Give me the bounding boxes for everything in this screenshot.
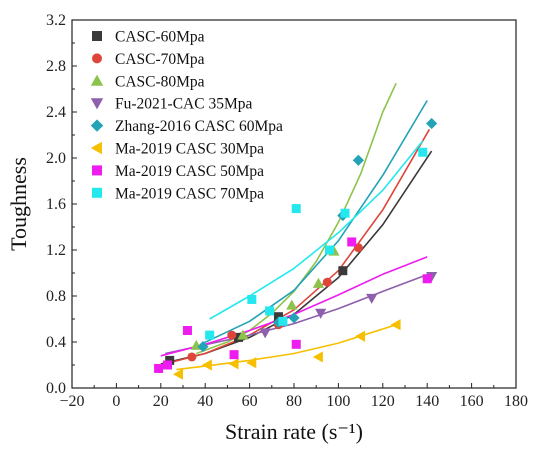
data-point: [234, 332, 243, 342]
data-point: [422, 274, 432, 284]
legend-marker: [90, 98, 104, 110]
y-tick-label: 2.4: [46, 104, 66, 121]
data-point: [418, 147, 428, 157]
data-point: [312, 277, 324, 288]
y-tick-label: 2.8: [46, 58, 66, 75]
y-tick-label: 0.8: [46, 288, 66, 305]
data-point: [227, 330, 237, 340]
legend-label: Ma-2019 CASC 30Mpa: [115, 141, 264, 158]
data-point: [201, 359, 212, 371]
data-point: [278, 316, 288, 326]
legend-marker: [90, 74, 104, 86]
x-tick-label: 40: [197, 393, 213, 410]
legend-label: CASC-80Mpa: [115, 73, 205, 90]
data-point: [182, 326, 192, 335]
data-point: [315, 308, 327, 319]
data-point: [197, 341, 209, 353]
data-point: [288, 312, 300, 324]
x-tick-label: 140: [415, 393, 439, 410]
fit-curve: [160, 128, 431, 366]
legend-label: Ma-2019 CASC 70Mpa: [115, 185, 264, 202]
legend-label: Ma-2019 CASC 50Mpa: [115, 163, 264, 180]
x-tick-label: 20: [153, 393, 169, 410]
data-point: [228, 358, 239, 370]
legend-label: Zhang-2016 CASC 60Mpa: [115, 118, 283, 135]
data-point: [291, 339, 301, 349]
legend-label: CASC-70Mpa: [115, 51, 205, 68]
x-tick-label: 0: [112, 393, 120, 410]
data-point: [265, 306, 275, 316]
x-axis-title: Strain rate (s⁻¹): [225, 419, 363, 444]
legend-marker: [90, 141, 102, 155]
y-tick-label: 0.4: [46, 334, 66, 351]
data-point: [291, 204, 301, 214]
legend: CASC-60Mpa CASC-70Mpa CASC-80Mpa Fu-2021-CA…: [90, 29, 283, 202]
data-point: [338, 266, 348, 276]
data-point: [247, 294, 257, 304]
legend-marker: [90, 119, 104, 132]
data-point: [340, 208, 350, 218]
data-point: [154, 363, 164, 373]
x-tick-label: −20: [59, 393, 84, 410]
y-axis-title: Toughness: [6, 157, 31, 251]
y-tick-label: 1.2: [46, 242, 66, 259]
data-point: [187, 352, 197, 362]
data-point: [312, 351, 323, 363]
x-tick-label: 120: [371, 393, 395, 410]
legend-label: CASC-60Mpa: [115, 29, 205, 46]
data-point: [426, 117, 438, 130]
x-tick-label: 100: [326, 393, 350, 410]
data-point: [162, 360, 172, 370]
legend-marker: [92, 31, 102, 41]
x-tick-label: 60: [242, 393, 258, 410]
data-point: [246, 357, 257, 369]
fit-curve: [209, 140, 424, 320]
fit-curve: [160, 150, 433, 365]
data-point: [205, 330, 215, 340]
legend-marker: [92, 165, 102, 176]
x-tick-label: 160: [460, 393, 484, 410]
data-point: [229, 350, 239, 360]
data-point: [273, 312, 283, 322]
data-point: [286, 299, 298, 310]
data-point: [347, 237, 357, 247]
axis-ticks: −20 0 20 40 60 80 100 120 140 160 180 0.0 0.4 0.8 1.2 1…: [46, 12, 528, 410]
data-point: [355, 330, 366, 342]
fit-curve: [200, 100, 428, 346]
y-tick-label: 3.2: [46, 12, 66, 29]
data-points: [154, 117, 438, 380]
data-point: [165, 355, 175, 365]
y-tick-label: 2.0: [46, 150, 66, 167]
legend-label: Fu-2021-CAC 35Mpa: [115, 96, 252, 113]
x-tick-label: 80: [286, 393, 302, 410]
legend-marker: [92, 187, 102, 198]
data-point: [259, 328, 271, 339]
y-tick-label: 1.6: [46, 196, 66, 213]
legend-marker: [92, 53, 102, 64]
data-point: [325, 245, 335, 255]
fit-curve: [176, 324, 397, 371]
data-point: [366, 293, 378, 304]
y-tick-label: 0.0: [46, 380, 66, 397]
data-point: [390, 319, 401, 331]
x-tick-label: 180: [504, 393, 528, 410]
data-point: [352, 154, 364, 166]
data-point: [172, 368, 184, 380]
data-point: [322, 277, 332, 287]
data-point: [237, 329, 249, 340]
